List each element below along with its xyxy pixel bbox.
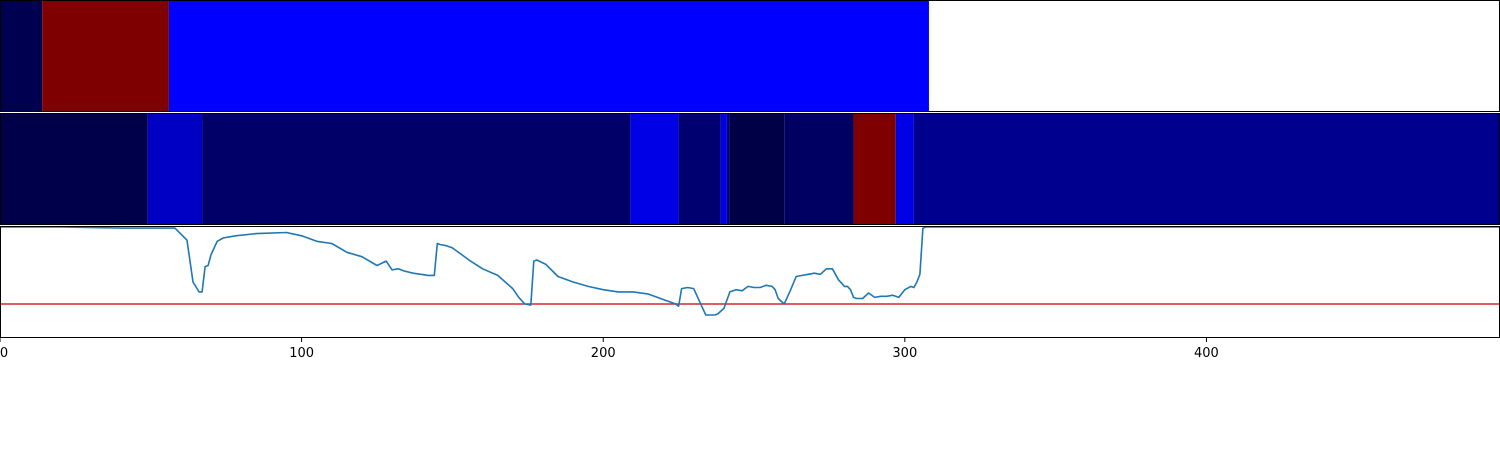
line-plot-panel (0, 226, 1499, 316)
x-tick-label: 400 (1194, 346, 1219, 361)
middle-heatmap-panel (0, 114, 1499, 224)
middle-heatmap-cell-11 (913, 114, 1499, 224)
middle-heatmap-cell-5 (720, 114, 727, 224)
series-line-0 (0, 226, 1499, 316)
middle-heatmap-cell-7 (729, 114, 785, 224)
x-tick-label: 100 (289, 346, 314, 361)
middle-heatmap-cell-2 (202, 114, 631, 224)
middle-heatmap-cell-6 (726, 114, 730, 224)
top-heatmap-cell-2 (168, 1, 929, 111)
x-tick-label: 0 (0, 346, 8, 361)
middle-heatmap-cell-9 (853, 114, 896, 224)
middle-heatmap-cell-1 (147, 114, 203, 224)
x-tick-label: 200 (591, 346, 616, 361)
middle-heatmap-cell-8 (784, 114, 854, 224)
line-panel-frame (0, 226, 1500, 338)
middle-heatmap-cell-4 (678, 114, 721, 224)
top-heatmap-panel (0, 1, 929, 111)
middle-heatmap-cell-0 (0, 114, 148, 224)
middle-heatmap-cell-10 (895, 114, 914, 224)
x-tick-label: 300 (892, 346, 917, 361)
middle-heatmap-cell-3 (630, 114, 679, 224)
top-heatmap-cell-1 (42, 1, 169, 111)
top-heatmap-cell-0 (0, 1, 43, 111)
x-axis: 0 100 200 300 400 (0, 337, 1219, 361)
